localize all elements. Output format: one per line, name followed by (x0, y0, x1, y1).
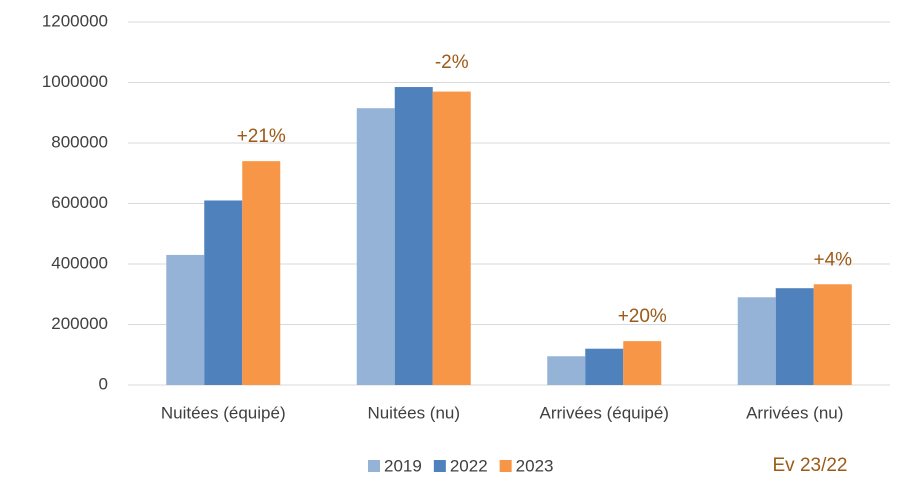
bar (394, 87, 433, 385)
annotation: -2% (435, 52, 469, 73)
x-tick-label: Arrivées (nu) (746, 403, 843, 422)
bar (775, 288, 814, 385)
bar (166, 254, 205, 385)
bar (813, 284, 852, 385)
legend-label: 2019 (384, 456, 422, 475)
legend-swatch (499, 460, 512, 472)
annotation: +4% (813, 249, 852, 270)
y-tick-label: 600000 (51, 193, 108, 212)
x-tick-label: Nuitées (nu) (367, 403, 460, 422)
legend-swatch (433, 460, 446, 472)
bar (204, 200, 243, 385)
legend-swatch (368, 460, 380, 472)
bar (585, 348, 624, 385)
bar (242, 161, 281, 385)
annotation: +20% (618, 306, 667, 327)
y-tick-label: 200000 (51, 314, 108, 333)
x-tick-label: Arrivées (équipé) (540, 403, 669, 422)
bar (547, 356, 586, 385)
y-tick-label: 1200000 (42, 11, 108, 30)
annotation: +21% (237, 126, 286, 147)
bar (356, 108, 395, 386)
y-tick-label: 0 (99, 374, 108, 393)
bar (737, 297, 776, 385)
y-tick-label: 800000 (51, 132, 108, 151)
note: Ev 23/22 (773, 455, 848, 476)
y-tick-label: 1000000 (42, 72, 108, 91)
y-tick-label: 400000 (51, 253, 108, 272)
legend-label: 2022 (450, 456, 488, 475)
x-tick-label: Nuitées (équipé) (161, 403, 286, 422)
bar (432, 91, 471, 385)
legend-label: 2023 (516, 456, 554, 475)
bar (623, 341, 662, 385)
